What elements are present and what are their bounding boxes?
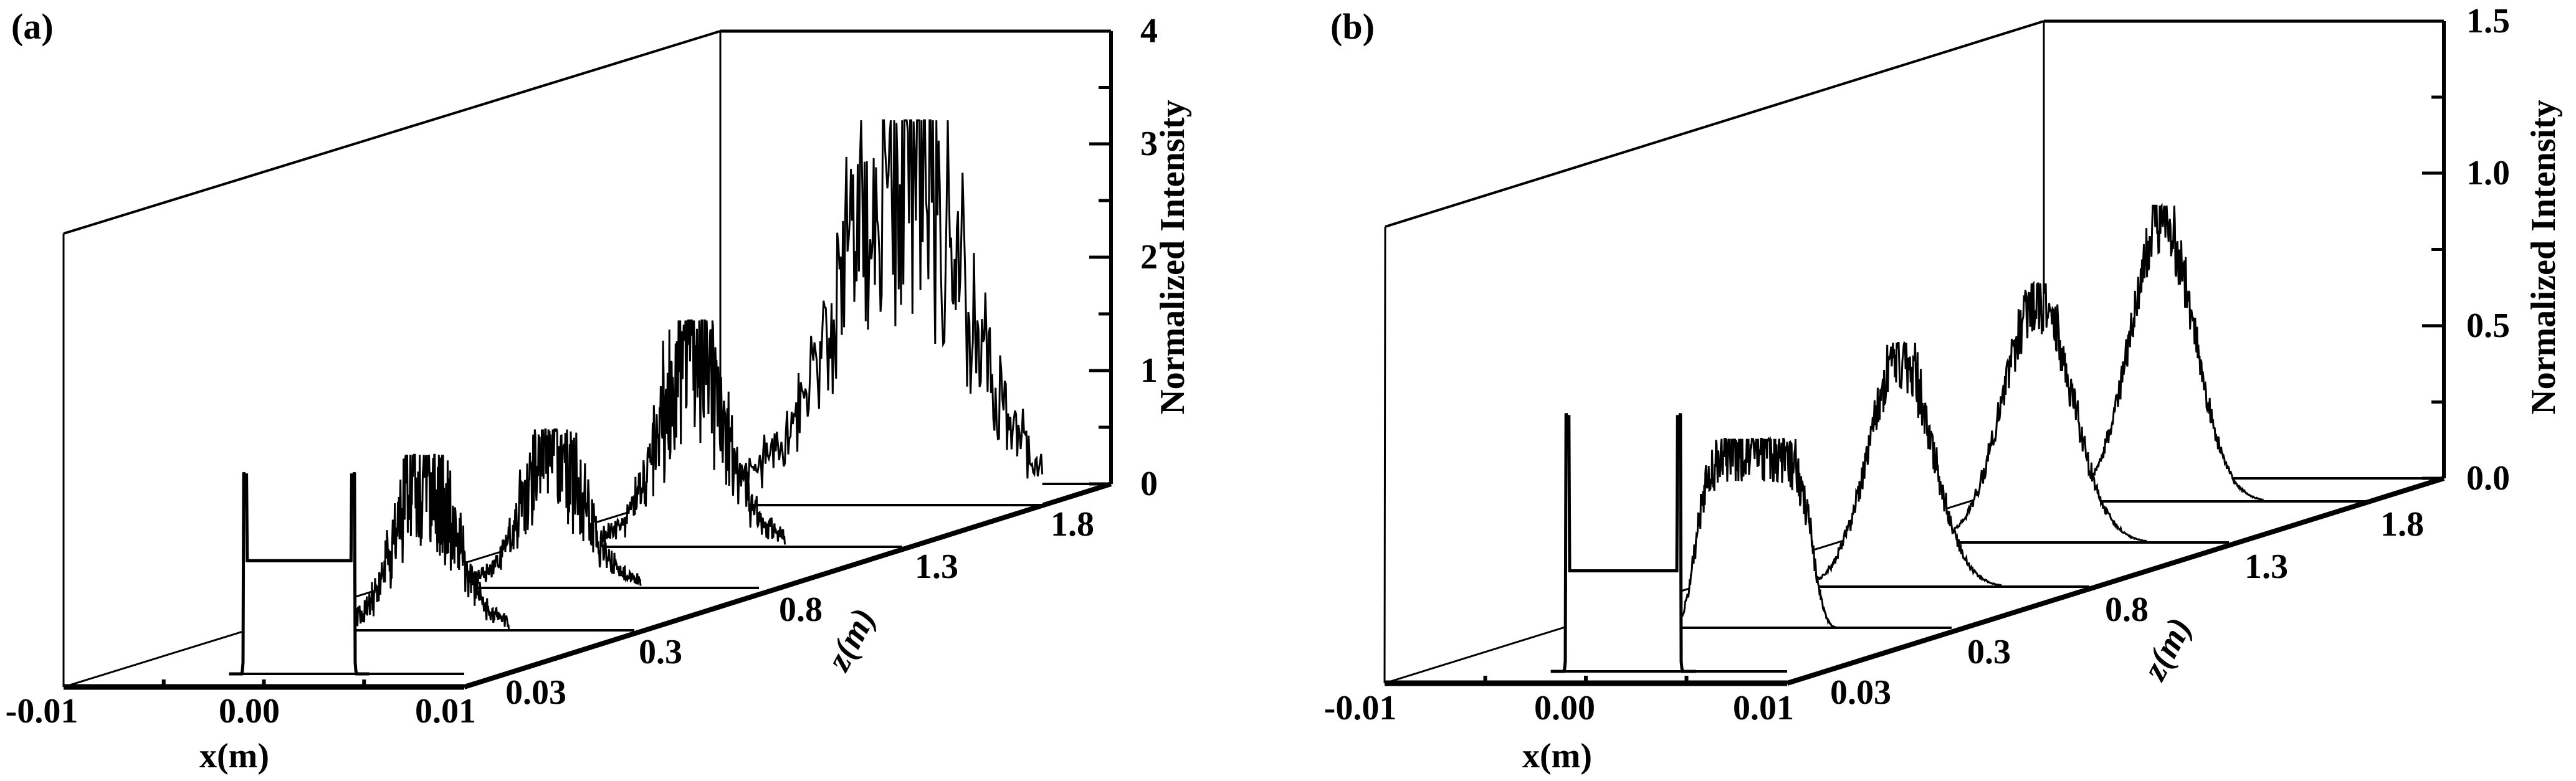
panel-b-x-axis: -0.01 0.00 0.01 [1324, 689, 1794, 727]
panel-a-profiles [229, 119, 1044, 676]
intensity-profile-z-1.8 [2061, 202, 2264, 501]
y-tick-label: 1 [1140, 351, 1158, 390]
y-tick-label: 1.5 [2466, 2, 2510, 40]
panel-a-z-axis-title: z(m) [819, 602, 884, 678]
y-tick-label: 3 [1140, 125, 1158, 163]
y-tick-label: 4 [1140, 12, 1158, 50]
profile-fill [1550, 413, 1696, 671]
intensity-profile-z-0.8 [465, 428, 642, 586]
z-tick-label: 1.3 [915, 547, 958, 586]
z-tick-label: 1.8 [1051, 505, 1094, 544]
panel-a-y-axis-title: Normalized Intensity [1153, 100, 1192, 415]
panel-a-label: (a) [11, 6, 54, 47]
panel-b-label: (b) [1330, 6, 1375, 47]
z-tick-label: 0.03 [505, 673, 566, 712]
x-tick-label: -0.01 [6, 692, 79, 731]
top-diagonal-edge [1385, 20, 2044, 228]
x-tick-label: 0.01 [1733, 689, 1794, 727]
z-axis-floor-edge [463, 481, 1112, 689]
x-tick-label: -0.01 [1324, 689, 1397, 727]
z-tick-label: 0.8 [2105, 590, 2149, 629]
panel-a-x-axis-title: x(m) [199, 737, 269, 775]
y-tick-label: 0 [1140, 465, 1158, 503]
panel-b-profiles [1550, 202, 2370, 673]
z-tick-label: 0.3 [1967, 633, 2011, 671]
intensity-profile-z-1.3 [1928, 280, 2147, 542]
x-tick-label: 0.00 [219, 692, 280, 731]
z-tick-label: 1.8 [2380, 505, 2424, 544]
profile-fill [1664, 438, 1844, 628]
z-axis-floor-edge [1786, 476, 2445, 686]
profile-fill [229, 472, 370, 674]
z-tick-label: 0.03 [1830, 673, 1891, 712]
intensity-profile-z-0.03 [229, 471, 370, 676]
panel-b-x-axis-title: x(m) [1522, 737, 1592, 775]
z-tick-label: 0.8 [779, 590, 823, 629]
profile-fill [1929, 283, 2147, 542]
profile-fill [2061, 206, 2264, 501]
intensity-profile-z-1.8 [718, 119, 1044, 503]
panel-a-x-axis: -0.01 0.00 0.01 [6, 692, 476, 731]
y-tick-label: 1.0 [2466, 154, 2510, 192]
panel-b: (b) 0.00.51.01.5 -0.01 0.00 0.01 0.030.30.… [1324, 2, 2563, 775]
panel-b-y-axis: 0.0 0.5 1.0 1.5 [2422, 2, 2510, 498]
panel-b-z-axis: 0.03 0.3 0.8 1.3 1.8 [1830, 505, 2424, 712]
panel-a: (a) 0 1 2 3 4 -0.01 0.00 0.01 0.03 0.3 0.8 1.3 1.8… [6, 6, 1192, 775]
x-tick-label: 0.00 [1534, 689, 1595, 727]
intensity-profile-z-0.03 [1550, 413, 1696, 673]
z-tick-label: 0.3 [639, 633, 682, 671]
top-diagonal-edge [63, 30, 721, 235]
intensity-profile-z-0.8 [1798, 341, 2002, 587]
y-tick-label: 2 [1140, 238, 1158, 277]
z-tick-label: 1.3 [2244, 547, 2288, 586]
intensity-profile-z-0.3 [1664, 436, 1844, 629]
profile-fill [718, 120, 1042, 506]
panel-a-z-axis: 0.03 0.3 0.8 1.3 1.8 [505, 505, 1094, 712]
intensity-profile-z-1.3 [600, 320, 786, 545]
x-tick-label: 0.01 [415, 692, 476, 731]
y-tick-label: 0.0 [2466, 459, 2510, 498]
panel-a-y-axis: 0 1 2 3 4 [1089, 12, 1158, 503]
intensity-profile-z-0.3 [341, 453, 510, 629]
y-tick-label: 0.5 [2466, 306, 2510, 345]
panel-b-y-axis-title: Normalized Intensity [2524, 100, 2563, 415]
